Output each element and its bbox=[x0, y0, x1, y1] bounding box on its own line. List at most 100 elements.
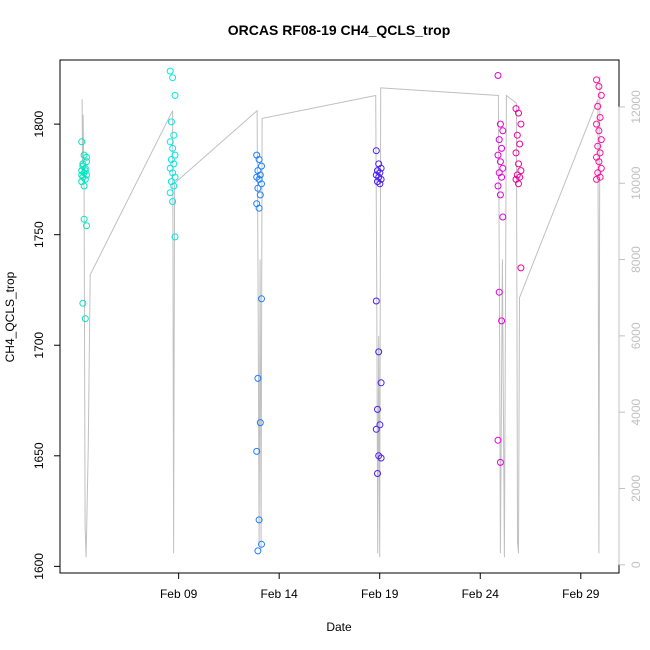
data-point bbox=[495, 136, 503, 144]
y-axis: 1600 1650 1700 1750 1800 bbox=[32, 110, 61, 580]
data-point bbox=[254, 184, 262, 192]
data-point bbox=[169, 144, 177, 152]
data-point bbox=[374, 470, 381, 477]
data-point bbox=[83, 171, 90, 179]
data-point bbox=[256, 171, 264, 179]
x-axis-label: Date bbox=[326, 620, 352, 634]
altitude-line bbox=[81, 76, 601, 558]
data-point bbox=[258, 540, 265, 548]
y-tick-label: 1700 bbox=[32, 332, 46, 359]
data-point bbox=[80, 151, 88, 159]
data-point bbox=[596, 114, 604, 121]
x-tick-label: Feb 19 bbox=[361, 587, 399, 601]
data-point bbox=[255, 516, 263, 524]
data-point bbox=[258, 162, 265, 170]
data-point bbox=[494, 436, 502, 444]
x-tick-label: Feb 29 bbox=[562, 587, 600, 601]
data-point bbox=[498, 144, 506, 152]
data-point bbox=[495, 288, 503, 296]
chart-title: ORCAS RF08-19 CH4_QCLS_trop bbox=[228, 22, 451, 38]
series-6 bbox=[593, 76, 605, 183]
plot-frame bbox=[59, 59, 620, 574]
data-point bbox=[496, 191, 504, 199]
data-point bbox=[167, 118, 175, 126]
data-point bbox=[169, 198, 177, 205]
data-point bbox=[512, 149, 520, 157]
data-point bbox=[377, 164, 385, 172]
data-point bbox=[496, 458, 504, 466]
data-point bbox=[375, 452, 383, 460]
data-point bbox=[170, 160, 178, 168]
data-point bbox=[372, 147, 380, 155]
x-tick-label: Feb 24 bbox=[462, 587, 500, 601]
data-point bbox=[166, 189, 174, 197]
y2-tick-label: 6000 bbox=[629, 322, 643, 349]
y2-tick-label: 12000 bbox=[629, 90, 643, 124]
data-point bbox=[78, 167, 86, 175]
data-point bbox=[494, 72, 502, 79]
data-point bbox=[594, 102, 602, 110]
data-point bbox=[376, 169, 384, 177]
data-point bbox=[597, 164, 605, 172]
series-3 bbox=[372, 147, 385, 477]
data-point bbox=[594, 142, 602, 150]
data-point bbox=[255, 156, 263, 163]
points-layer bbox=[78, 67, 605, 555]
data-point bbox=[81, 175, 89, 183]
y2-tick-label: 0 bbox=[629, 561, 643, 568]
data-point bbox=[513, 131, 521, 139]
data-point bbox=[593, 76, 600, 84]
data-point bbox=[496, 158, 504, 166]
y2-tick-label: 8000 bbox=[629, 246, 643, 273]
data-point bbox=[258, 295, 265, 303]
data-point bbox=[254, 374, 262, 382]
data-point bbox=[516, 173, 524, 181]
altitude-layer bbox=[81, 76, 601, 558]
data-point bbox=[499, 127, 507, 135]
data-point bbox=[517, 264, 525, 272]
y2-axis: 0 2000 4000 6000 8000 10000 12000 bbox=[618, 90, 643, 568]
data-point bbox=[255, 204, 263, 212]
data-point bbox=[170, 131, 178, 139]
data-point bbox=[374, 178, 381, 186]
data-point bbox=[596, 173, 604, 181]
y2-tick-label: 10000 bbox=[629, 166, 643, 200]
data-point bbox=[494, 151, 502, 159]
y-tick-label: 1650 bbox=[32, 442, 46, 469]
y2-tick-label: 2000 bbox=[629, 475, 643, 502]
series-5 bbox=[512, 105, 525, 272]
data-point bbox=[515, 180, 522, 188]
data-point bbox=[258, 180, 265, 188]
data-point bbox=[494, 182, 502, 190]
data-point bbox=[166, 67, 174, 75]
data-point bbox=[595, 158, 603, 166]
data-point bbox=[515, 160, 522, 168]
data-point bbox=[166, 138, 174, 146]
series-0 bbox=[78, 138, 90, 323]
x-tick-label: Feb 09 bbox=[160, 587, 198, 601]
data-point bbox=[597, 136, 605, 144]
data-point bbox=[372, 171, 380, 179]
data-point bbox=[517, 120, 525, 128]
data-point bbox=[513, 171, 521, 179]
data-point bbox=[498, 317, 506, 325]
y-tick-label: 1600 bbox=[32, 553, 46, 580]
data-point bbox=[595, 83, 603, 90]
data-point bbox=[79, 160, 87, 168]
data-point bbox=[593, 120, 600, 128]
data-point bbox=[79, 299, 87, 307]
data-point bbox=[83, 222, 90, 230]
data-point bbox=[496, 120, 504, 128]
data-point bbox=[80, 215, 88, 223]
data-point bbox=[171, 173, 179, 181]
x-axis: Feb 09 Feb 14 Feb 19 Feb 24 Feb 29 bbox=[160, 572, 600, 601]
data-point bbox=[499, 213, 507, 221]
data-point bbox=[171, 151, 179, 159]
series-1 bbox=[166, 67, 179, 241]
data-point bbox=[254, 547, 262, 555]
data-point bbox=[517, 167, 525, 175]
data-point bbox=[597, 91, 605, 99]
data-point bbox=[81, 315, 89, 323]
data-point bbox=[372, 297, 380, 305]
data-point bbox=[80, 182, 88, 190]
